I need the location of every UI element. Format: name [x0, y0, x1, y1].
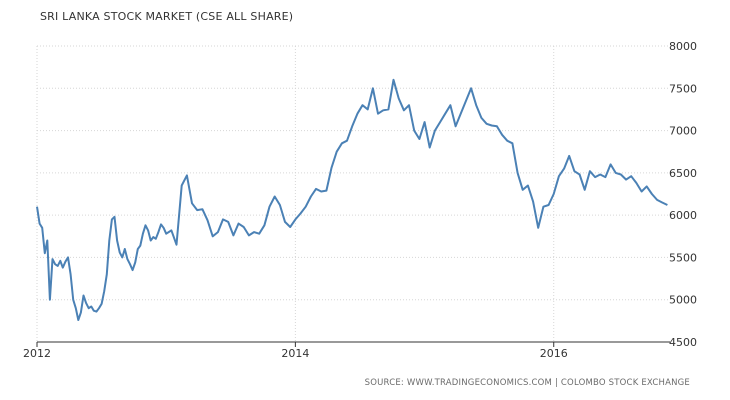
- grid-lines: [36, 45, 670, 342]
- series-layer: [36, 78, 668, 321]
- series-line: [36, 78, 668, 321]
- y-tick-label: 4500: [669, 336, 697, 349]
- y-tick-label: 6000: [669, 209, 697, 222]
- source-attribution: SOURCE: WWW.TRADINGECONOMICS.COM | COLOM…: [364, 378, 690, 388]
- y-tick-label: 5000: [669, 294, 697, 307]
- x-axis: [36, 341, 670, 347]
- y-tick-label: 7000: [669, 125, 697, 138]
- y-tick-label: 6500: [669, 167, 697, 180]
- x-tick-label: 2012: [23, 347, 51, 360]
- y-tick-label: 8000: [669, 40, 697, 53]
- chart-title: SRI LANKA STOCK MARKET (CSE ALL SHARE): [40, 10, 294, 23]
- y-axis-ticks: 4500 5000 5500 6000 6500 7000 7500 8000: [669, 40, 697, 349]
- x-tick-label: 2016: [540, 347, 568, 360]
- y-tick-label: 7500: [669, 82, 697, 95]
- y-tick-label: 5500: [669, 251, 697, 264]
- x-axis-ticks: 2012 2014 2016: [23, 347, 568, 360]
- x-tick-label: 2014: [281, 347, 309, 360]
